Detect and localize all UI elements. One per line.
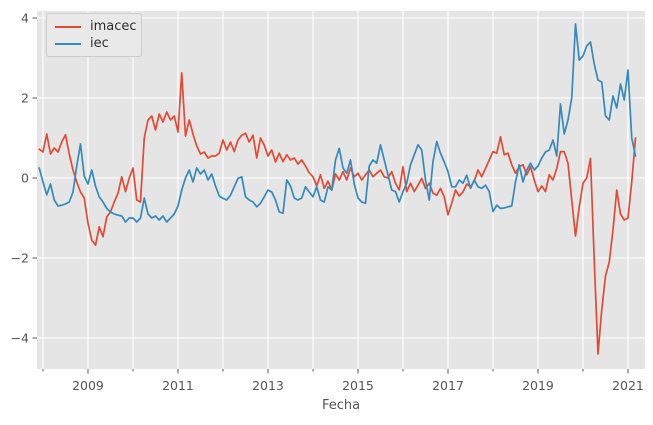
y-tick-label-4: 4 — [21, 11, 29, 26]
x-tick-label-2017: 2017 — [432, 378, 464, 393]
legend-label-iec: iec — [90, 36, 109, 51]
y-tick-label-0: 0 — [21, 171, 29, 186]
legend-item-imacec: imacec — [55, 18, 137, 35]
x-tick-label-2013: 2013 — [252, 378, 284, 393]
x-tick-label-2015: 2015 — [342, 378, 374, 393]
x-tick-label-2011: 2011 — [162, 378, 194, 393]
x-tick-label-2019: 2019 — [522, 378, 554, 393]
imacec-line — [38, 71, 637, 355]
y-tick-label--2: −2 — [11, 251, 29, 266]
x-tick-label-2021: 2021 — [612, 378, 644, 393]
legend-line-iec — [55, 42, 81, 45]
iec-line — [38, 23, 637, 223]
legend-line-imacec — [55, 25, 81, 28]
y-tick-label-2: 2 — [21, 91, 29, 106]
x-tick-label-2009: 2009 — [72, 378, 104, 393]
legend: imacec iec — [46, 13, 142, 57]
x-axis-title: Fecha — [321, 398, 361, 413]
y-tick-label--4: −4 — [11, 331, 29, 346]
plot-area — [37, 11, 645, 369]
legend-label-imacec: imacec — [90, 19, 137, 34]
legend-item-iec: iec — [55, 35, 133, 52]
